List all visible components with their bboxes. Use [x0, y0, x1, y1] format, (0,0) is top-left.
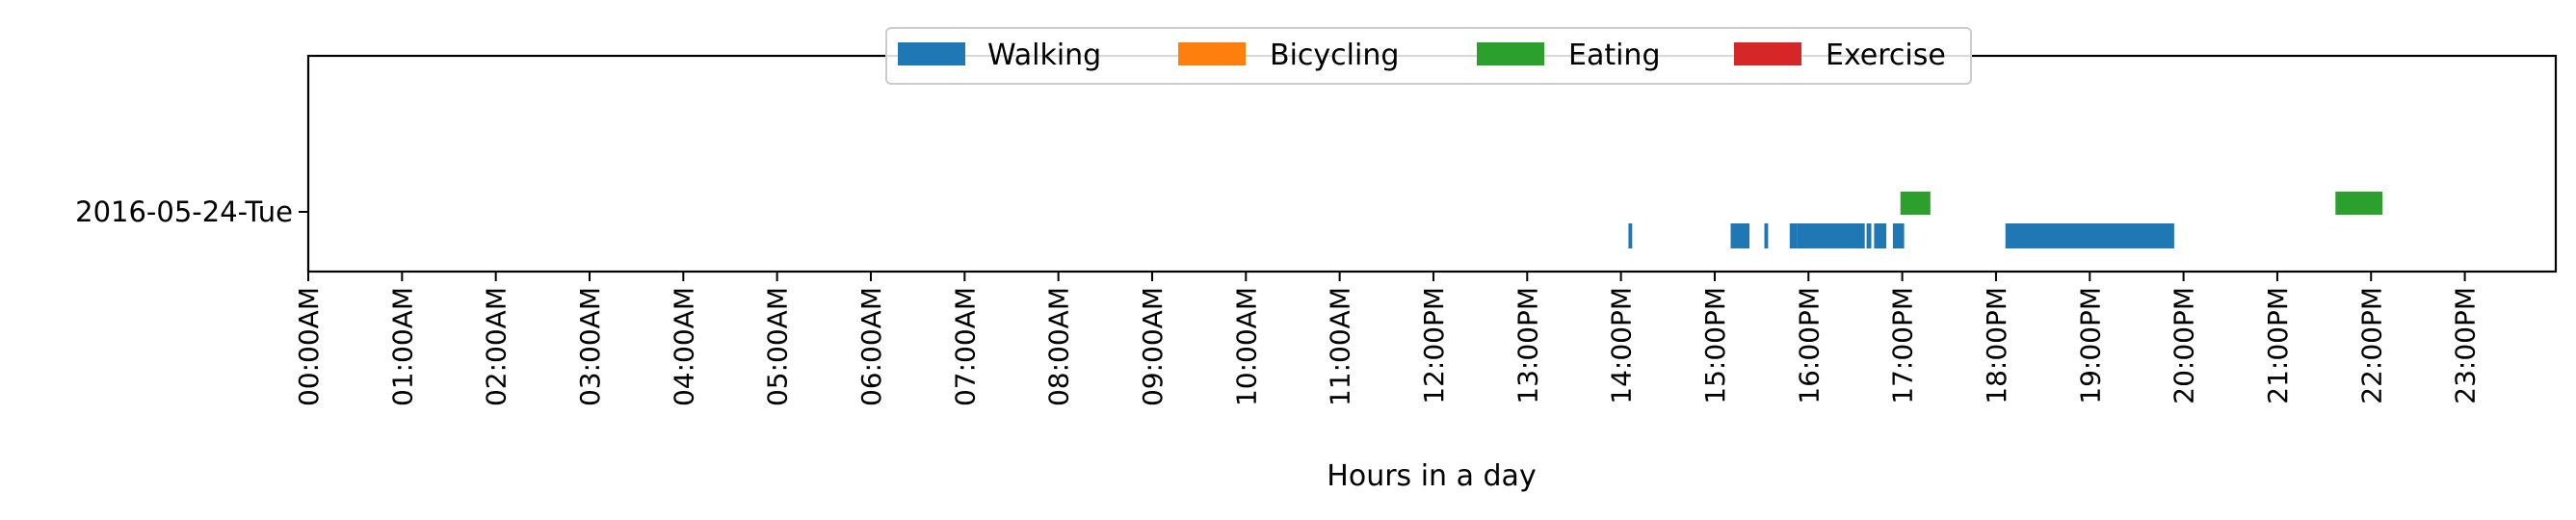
y-tick-label: 2016-05-24-Tue: [75, 195, 293, 228]
x-tick-label: 16:00PM: [1793, 287, 1825, 404]
x-tick-label: 09:00AM: [1137, 287, 1169, 406]
x-tick-label: 08:00AM: [1043, 287, 1075, 406]
activity-bars: [1628, 192, 2382, 248]
x-tick-label: 15:00PM: [1699, 287, 1731, 404]
bar-walking: [1764, 223, 1769, 248]
x-tick-label: 20:00PM: [2169, 287, 2200, 404]
bar-eating: [2335, 192, 2382, 215]
x-tick-label: 10:00AM: [1230, 287, 1262, 406]
legend-label-walking: Walking: [987, 39, 1101, 72]
legend-label-exercise: Exercise: [1826, 39, 1946, 72]
x-axis: 00:00AM 01:00AM 02:00AM 03:00AM 04:00AM 05:00…: [293, 272, 2482, 406]
bar-walking: [1628, 223, 1633, 248]
x-tick-label: 06:00AM: [855, 287, 887, 406]
bar-walking: [1874, 223, 1887, 248]
bar-walking: [1789, 223, 1798, 248]
x-tick-label: 13:00PM: [1511, 287, 1543, 404]
legend-swatch-exercise: [1734, 42, 1801, 65]
y-axis: 2016-05-24-Tue: [75, 195, 308, 228]
legend-swatch-eating: [1477, 42, 1544, 65]
x-tick-label: 23:00PM: [2450, 287, 2482, 404]
legend-label-eating: Eating: [1568, 39, 1661, 72]
x-tick-label: 03:00AM: [574, 287, 606, 406]
bar-eating: [1900, 192, 1931, 215]
x-tick-label: 18:00PM: [1981, 287, 2012, 404]
x-axis-label: Hours in a day: [1327, 459, 1536, 493]
x-tick-label: 22:00PM: [2355, 287, 2387, 404]
x-tick-label: 11:00AM: [1325, 287, 1356, 406]
x-tick-label: 12:00PM: [1418, 287, 1450, 404]
bar-walking: [1866, 223, 1872, 248]
bar-walking: [1730, 223, 1749, 248]
legend-label-bicycling: Bicycling: [1270, 39, 1399, 72]
x-tick-label: 07:00AM: [949, 287, 981, 406]
legend-swatch-bicycling: [1178, 42, 1246, 65]
legend: Walking Bicycling Eating Exercise: [885, 27, 1972, 85]
bar-walking: [2005, 223, 2048, 248]
x-tick-label: 04:00AM: [668, 287, 699, 406]
x-tick-label: 19:00PM: [2074, 287, 2106, 404]
x-tick-label: 14:00PM: [1606, 287, 1638, 404]
bar-walking: [2047, 223, 2174, 248]
x-tick-label: 01:00AM: [386, 287, 418, 406]
legend-swatch-walking: [898, 42, 965, 65]
x-tick-label: 00:00AM: [293, 287, 325, 406]
legend-box: [885, 27, 1972, 85]
bar-walking: [1797, 223, 1865, 248]
x-tick-label: 02:00AM: [481, 287, 513, 406]
x-tick-label: 17:00PM: [1887, 287, 1919, 404]
plot-area-frame: [306, 54, 2558, 273]
bar-walking: [1892, 223, 1905, 248]
x-tick-label: 05:00AM: [762, 287, 794, 406]
x-tick-label: 21:00PM: [2262, 287, 2294, 404]
